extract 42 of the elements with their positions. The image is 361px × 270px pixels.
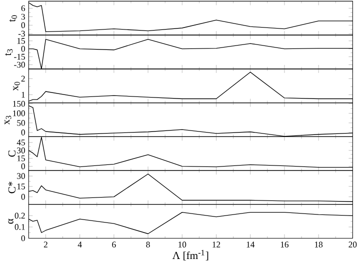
y-tick-label: 6 [21,5,26,12]
x-tick-label: 16 [280,242,289,248]
y-tick-label: -3 [18,30,25,37]
x-tick-label: 10 [178,242,186,248]
y-tick-label: 15 [17,184,25,190]
y-tick-label: 3 [21,14,25,20]
y-tick-label: 0 [21,22,25,28]
y-tick-label: 0 [21,46,25,52]
y-tick-label: 50 [17,120,25,126]
y-axis-title: C [8,150,16,157]
x-tick-label: 6 [112,242,116,248]
y-tick-label: 0.2 [14,212,25,219]
x-tick-label: 4 [78,242,82,248]
y-axis-title: x$_{0}$ [13,82,20,91]
y-tick-label: 0 [21,130,25,136]
y-tick-label: 2 [21,76,25,82]
y-tick-label: 0 [21,194,25,200]
y-tick-label: 15 [17,155,25,162]
y-tick-label: 45 [16,140,25,146]
y-axis-title: x$_{3}$ [4,116,12,125]
y-tick-label: 0 [21,235,25,242]
y-tick-label: 150 [13,100,25,107]
y-tick-label: 0 [21,163,25,170]
x-tick-label: 20 [348,242,357,248]
y-axis-title: t$_{3}$ [4,49,13,56]
x-tick-label: 2 [44,242,48,248]
y-tick-label: -30 [14,62,25,68]
x-tick-label: 18 [314,242,323,248]
y-tick-label: 30 [17,173,25,179]
y-tick-label: 0.1 [14,224,25,230]
y-axis-title: t$_{0}$ [9,15,17,22]
y-tick-label: -15 [14,54,25,60]
x-tick-label: 8 [146,242,150,248]
y-axis-title: C* [8,182,16,194]
x-tick-label: 12 [212,242,220,248]
y-tick-label: 1 [22,92,25,98]
x-axis-title: Λ [fm$^{-1}$] [172,250,208,260]
y-tick-label: 30 [17,148,25,154]
x-tick-label: 14 [246,242,255,248]
y-tick-label: 100 [13,110,25,116]
y-tick-label: 15 [17,38,25,44]
y-axis-title: α [8,218,14,224]
